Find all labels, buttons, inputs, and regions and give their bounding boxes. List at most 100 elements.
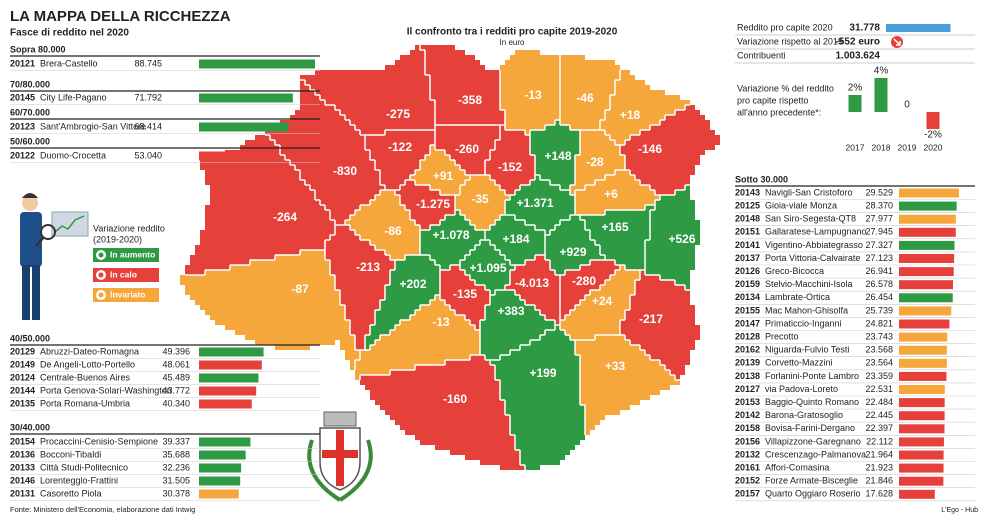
map: -830 -264 -275 -122 -358 -260 -13 -46 +18 -146 +14…: [180, 45, 720, 470]
income-bar: [199, 489, 239, 499]
map-area: [505, 255, 560, 325]
district-name: Vigentino-Abbiategrasso: [765, 240, 863, 250]
income-value: 23.743: [865, 331, 893, 341]
map-area-label: +33: [605, 359, 626, 373]
zip-code: 20159: [735, 279, 760, 289]
zip-code: 20153: [735, 397, 760, 407]
income-bar: [899, 227, 956, 237]
stat-value: -552 euro: [836, 37, 880, 48]
income-value: 28.370: [865, 200, 893, 210]
income-value: 53.040: [134, 150, 162, 160]
chart-title: pro capite rispetto: [737, 95, 809, 105]
district-name: Porta Romana-Umbria: [40, 398, 130, 408]
income-value: 88.745: [134, 58, 162, 68]
zip-code: 20138: [735, 371, 760, 381]
income-value: 23.568: [865, 345, 893, 355]
income-value: 22.531: [865, 384, 893, 394]
district-name: Città Studi-Politecnico: [40, 462, 128, 472]
map-area-label: +165: [601, 220, 628, 234]
map-area-label: -87: [291, 282, 309, 296]
map-area: [460, 240, 515, 295]
map-area: [265, 80, 385, 225]
subtitle: Fasce di reddito nel 2020: [10, 28, 129, 39]
district-name: Gioia-viale Monza: [765, 200, 837, 210]
map-area: [620, 105, 720, 195]
income-value: 21.923: [865, 462, 893, 472]
band-header: 70/80.000: [10, 79, 50, 89]
zip-code: 20124: [10, 372, 35, 382]
district-name: Gallaratese-Lampugnano: [765, 227, 867, 237]
bar: [926, 112, 940, 129]
income-value: 27.123: [865, 253, 893, 263]
x-tick-label: 2019: [898, 142, 917, 152]
income-bar: [899, 280, 954, 290]
income-value: 17.628: [865, 489, 893, 499]
income-bar: [899, 293, 953, 303]
income-bar: [899, 450, 944, 460]
income-bar: [899, 267, 954, 277]
map-area-label: -830: [333, 164, 357, 178]
district-name: Sant'Ambrogio-San Vittore: [40, 121, 146, 131]
zip-code: 20151: [735, 227, 760, 237]
income-bar: [899, 437, 944, 447]
income-bar: [899, 463, 944, 473]
band-header: Sopra 80.000: [10, 44, 66, 54]
map-area-label: -260: [455, 142, 479, 156]
income-bar: [899, 476, 944, 486]
income-value: 26.578: [865, 279, 893, 289]
zip-code: 20158: [735, 423, 760, 433]
map-area-label: -4.013: [515, 276, 549, 290]
stat-label: Variazione rispetto al 2019: [737, 36, 843, 46]
stat-value: 1.003.624: [836, 51, 881, 62]
income-value: 24.821: [865, 318, 893, 328]
map-area: [365, 255, 440, 350]
district-name: San Siro-Segesta-QT8: [765, 214, 856, 224]
value-label: 4%: [874, 66, 889, 77]
income-bar: [899, 358, 947, 368]
income-value: 43.772: [162, 385, 190, 395]
income-value: 45.489: [162, 372, 190, 382]
district-name: Stelvio-Macchini-Isola: [765, 279, 853, 289]
income-value: 25.739: [865, 305, 893, 315]
crown: [323, 411, 357, 427]
map-area-label: +6: [604, 187, 618, 201]
map-area-label: +929: [559, 245, 586, 259]
income-value: 27.327: [865, 240, 893, 250]
district-name: Niguarda-Fulvio Testi: [765, 345, 849, 355]
map-area: [645, 185, 700, 290]
map-area: [435, 125, 500, 175]
income-value: 22.397: [865, 423, 893, 433]
income-bar: [899, 214, 956, 224]
map-borders: [185, 45, 690, 470]
wreath: [307, 439, 342, 502]
income-bar: [199, 360, 262, 370]
source: Fonte: Ministero dell'Economia, elaboraz…: [10, 505, 195, 514]
band-header: 30/40.000: [10, 422, 50, 432]
income-value: 22.445: [865, 410, 893, 420]
income-value: 32.236: [162, 462, 190, 472]
stat-label: Reddito pro capite 2020: [737, 22, 833, 32]
map-area-label: +526: [668, 232, 695, 246]
income-bar: [899, 319, 950, 329]
stat-label: Contribuenti: [737, 50, 786, 60]
x-tick-label: 2018: [872, 142, 891, 152]
income-value: 29.529: [865, 187, 893, 197]
map-area-label: +383: [497, 304, 524, 318]
map-area-label: -86: [384, 224, 402, 238]
income-value: 21.964: [865, 449, 893, 459]
district-name: Affori-Comasina: [765, 462, 829, 472]
bar: [848, 95, 862, 112]
legend-label: In aumento: [110, 249, 155, 259]
income-bar: [199, 399, 252, 409]
wreath: [338, 439, 373, 502]
zip-code: 20121: [10, 58, 35, 68]
board-line: [54, 215, 85, 233]
district-name: Brera-Castello: [40, 58, 98, 68]
district-name: Greco-Bicocca: [765, 266, 824, 276]
income-value: 27.977: [865, 214, 893, 224]
credit: L'Ego - Hub: [941, 507, 978, 514]
income-value: 26.941: [865, 266, 893, 276]
zip-code: 20155: [735, 305, 760, 315]
income-bar: [199, 93, 293, 103]
